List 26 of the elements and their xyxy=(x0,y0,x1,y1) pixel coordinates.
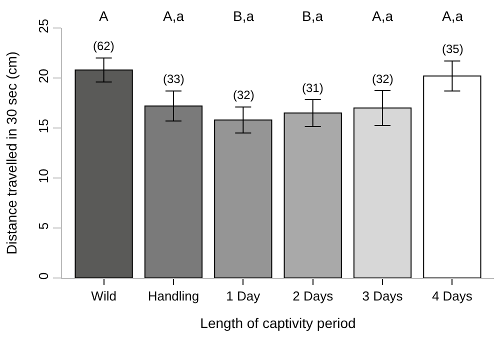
annotation: (32) xyxy=(233,88,254,102)
y-tick-label: 25 xyxy=(36,18,51,34)
text: B,a xyxy=(233,8,254,24)
x-tick-label: 3 Days xyxy=(362,288,404,304)
text: A,a xyxy=(163,8,184,24)
annotation: (32) xyxy=(372,72,394,86)
x-tick-label: Handling xyxy=(148,288,200,304)
x-axis-title: Length of captivity period xyxy=(200,314,356,331)
x-tick-label: 1 Day xyxy=(226,288,261,304)
text: A,a xyxy=(442,8,464,24)
text: A,a xyxy=(372,8,394,24)
y-axis-title: Distance travelled in 30 sec (cm) xyxy=(3,51,20,255)
annotation: (62) xyxy=(93,39,114,53)
y-tick-label: 5 xyxy=(36,222,51,230)
x-tick-label: Wild xyxy=(91,288,116,304)
x-tick-label: 2 Days xyxy=(292,288,334,304)
text: B,a xyxy=(302,8,324,24)
y-tick-label: 20 xyxy=(36,68,51,84)
x-tick-label: 4 Days xyxy=(432,288,473,304)
annotation: (33) xyxy=(163,72,184,86)
y-tick-label: 10 xyxy=(36,168,51,184)
y-tick-label: 15 xyxy=(36,118,51,134)
annotation: (35) xyxy=(442,42,464,56)
annotation: (31) xyxy=(302,81,324,95)
y-tick-label: 0 xyxy=(36,272,51,280)
text: A xyxy=(99,8,109,24)
